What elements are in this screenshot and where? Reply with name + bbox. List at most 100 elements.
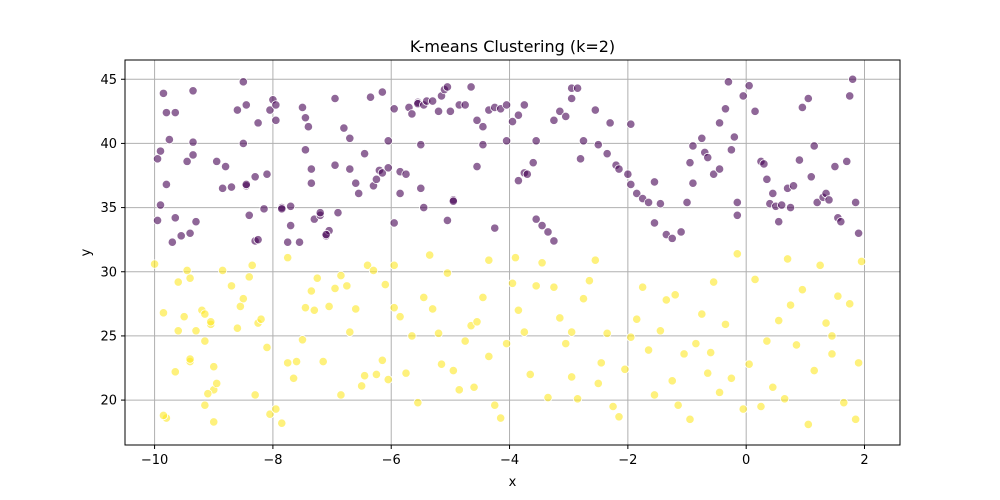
cluster-0-point (241, 100, 251, 110)
cluster-1-point (744, 359, 754, 369)
cluster-1-point (626, 332, 636, 342)
cluster-0-point (286, 220, 296, 231)
cluster-1-point (649, 390, 660, 400)
cluster-0-point (774, 217, 784, 227)
cluster-1-point (206, 317, 216, 327)
cluster-0-point (220, 161, 231, 172)
cluster-0-point (448, 196, 458, 206)
cluster-1-point (238, 294, 248, 304)
cluster-0-point (265, 105, 275, 115)
cluster-0-point (466, 82, 476, 92)
x-tick-label: 0 (742, 453, 750, 468)
cluster-0-point (522, 169, 532, 179)
cluster-0-point (809, 141, 819, 151)
cluster-1-point (460, 336, 470, 346)
cluster-1-point (306, 286, 316, 296)
cluster-1-point (501, 339, 512, 349)
cluster-1-point (351, 304, 361, 314)
cluster-0-point (330, 93, 340, 104)
cluster-1-point (149, 259, 160, 269)
cluster-1-point (448, 365, 458, 376)
cluster-1-point (632, 314, 642, 324)
cluster-0-point (158, 88, 169, 98)
y-axis-label: y (79, 248, 94, 256)
cluster-1-point (679, 349, 689, 359)
cluster-1-point (226, 281, 237, 291)
cluster-0-point (185, 228, 195, 238)
cluster-1-point (200, 400, 210, 410)
cluster-1-point (395, 312, 405, 322)
cluster-0-point (445, 106, 455, 116)
cluster-1-point (602, 328, 612, 338)
cluster-1-point (510, 253, 521, 263)
cluster-0-point (383, 163, 393, 173)
cluster-0-point (478, 140, 488, 150)
cluster-1-point (578, 294, 589, 304)
cluster-1-point (419, 292, 429, 303)
cluster-1-point (655, 326, 666, 336)
cluster-1-point (271, 404, 281, 414)
cluster-0-point (519, 100, 529, 110)
cluster-1-point (614, 412, 624, 422)
cluster-0-point (286, 201, 296, 211)
cluster-0-point (167, 237, 177, 247)
cluster-0-point (842, 156, 852, 166)
cluster-0-point (531, 136, 541, 146)
cluster-1-point (780, 394, 790, 404)
cluster-1-point (803, 419, 813, 430)
cluster-1-point (584, 276, 595, 286)
cluster-0-point (306, 164, 316, 174)
cluster-1-point (362, 260, 373, 270)
cluster-0-point (152, 215, 163, 226)
cluster-0-point (649, 218, 660, 228)
cluster-1-point (203, 389, 213, 399)
cluster-0-point (155, 146, 166, 156)
cluster-1-point (782, 254, 793, 264)
cluster-1-point (691, 339, 701, 349)
cluster-1-point (262, 342, 272, 353)
cluster-1-point (173, 277, 183, 287)
y-tick-label: 30 (100, 265, 117, 280)
cluster-0-point (709, 169, 719, 179)
cluster-0-point (848, 74, 858, 84)
cluster-1-point (212, 378, 222, 388)
cluster-0-point (561, 111, 571, 122)
cluster-0-point (354, 188, 364, 199)
cluster-0-point (626, 119, 636, 129)
cluster-0-point (271, 100, 281, 110)
cluster-0-point (170, 108, 180, 118)
cluster-1-point (537, 258, 547, 268)
cluster-0-point (253, 235, 263, 245)
y-tick-label: 40 (100, 137, 117, 152)
cluster-0-point (433, 106, 444, 116)
cluster-1-point (620, 364, 630, 374)
cluster-1-point (209, 417, 219, 427)
cluster-0-point (697, 133, 707, 143)
cluster-0-point (676, 227, 686, 237)
cluster-0-point (283, 237, 293, 247)
cluster-0-point (401, 169, 411, 179)
cluster-0-point (389, 104, 399, 114)
cluster-0-point (416, 183, 426, 193)
cluster-1-point (359, 371, 370, 381)
y-tick-label: 25 (100, 329, 117, 344)
cluster-0-point (188, 150, 198, 160)
cluster-1-point (291, 356, 302, 367)
cluster-0-point (614, 164, 624, 174)
cluster-1-point (173, 326, 183, 336)
cluster-0-point (572, 83, 583, 93)
cluster-1-point (383, 374, 393, 385)
cluster-1-point (179, 312, 189, 322)
cluster-0-point (845, 91, 855, 101)
cluster-0-point (345, 133, 355, 143)
cluster-1-point (732, 249, 742, 259)
cluster-0-point (762, 174, 772, 184)
cluster-1-point (596, 358, 606, 368)
cluster-0-point (853, 228, 864, 238)
cluster-0-point (714, 164, 725, 174)
cluster-1-point (191, 326, 201, 336)
cluster-0-point (250, 172, 260, 182)
cluster-1-point (726, 373, 736, 383)
cluster-1-point (235, 301, 245, 311)
